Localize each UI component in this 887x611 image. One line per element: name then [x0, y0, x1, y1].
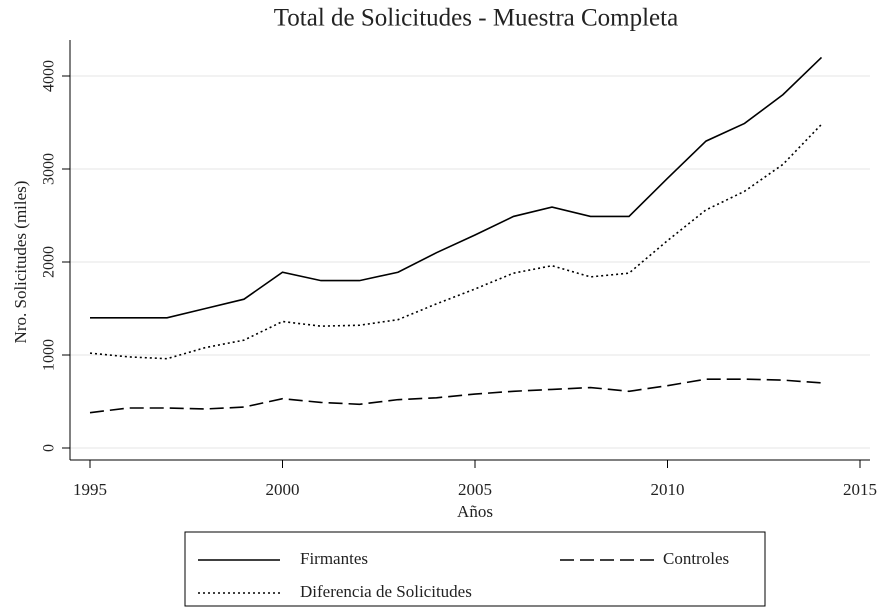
legend-label: Firmantes	[300, 549, 368, 568]
y-tick-label: 4000	[41, 60, 58, 92]
legend-label: Diferencia de Solicitudes	[300, 582, 472, 601]
legend-label: Controles	[663, 549, 729, 568]
x-tick-label: 2005	[458, 480, 492, 499]
y-tick-label: 2000	[41, 246, 58, 278]
x-tick-label: 2000	[266, 480, 300, 499]
legend-box	[184, 531, 766, 607]
series-line	[89, 123, 823, 360]
y-tick-label: 0	[41, 444, 58, 452]
x-tick-label: 1995	[73, 480, 107, 499]
x-axis-label: Años	[457, 502, 493, 521]
y-tick-label: 1000	[41, 339, 58, 371]
y-tick-label: 3000	[41, 153, 58, 185]
y-axis-label: Nro. Solicitudes (miles)	[11, 181, 30, 344]
x-tick-label: 2015	[843, 480, 877, 499]
chart-title: Total de Solicitudes - Muestra Completa	[274, 5, 678, 32]
x-tick-label: 2010	[651, 480, 685, 499]
series-line	[90, 56, 823, 319]
series-line	[89, 378, 822, 414]
